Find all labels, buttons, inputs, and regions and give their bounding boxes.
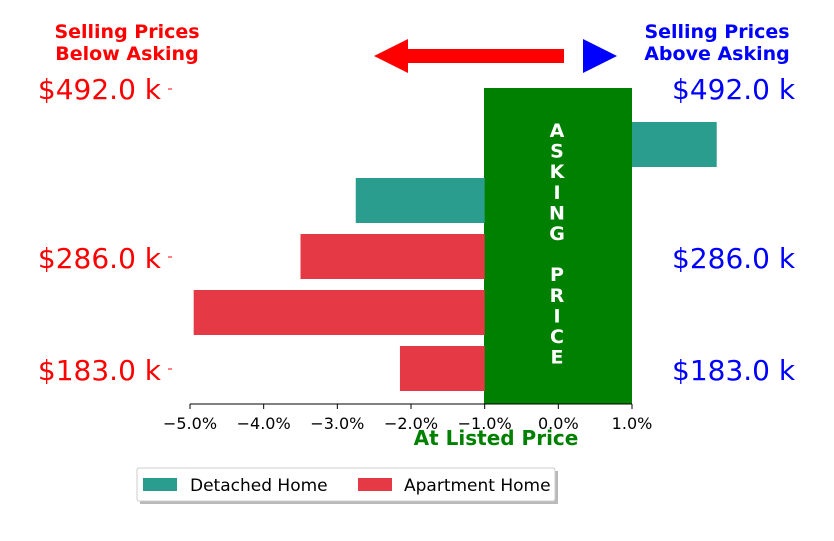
x-tick-label-1: −4.0% bbox=[237, 414, 291, 433]
legend-label-apartment: Apartment Home bbox=[404, 476, 551, 496]
above-asking-title-line1: Selling Prices bbox=[644, 21, 789, 43]
x-tick-label-0: −5.0% bbox=[163, 414, 217, 433]
below-asking-title-line1: Selling Prices bbox=[54, 21, 199, 43]
price-right-low: $183.0 k bbox=[672, 354, 796, 387]
band-letter-7: P bbox=[550, 264, 564, 286]
legend: Detached Home Apartment Home bbox=[136, 467, 558, 504]
bar-apartment-home-2 bbox=[399, 346, 485, 391]
x-tick-label-2: −3.0% bbox=[310, 414, 364, 433]
asking-price-band bbox=[484, 88, 632, 404]
price-right-high: $492.0 k bbox=[672, 73, 796, 106]
band-letter-8: R bbox=[550, 285, 565, 307]
band-letter-4: N bbox=[549, 202, 565, 224]
right-arrow-icon bbox=[583, 39, 617, 73]
x-tick-label-5: 0.0% bbox=[538, 414, 579, 433]
x-ticks: −5.0% −4.0% −3.0% −2.0% −1.0% 0.0% 1.0% bbox=[163, 404, 652, 433]
x-tick-label-6: 1.0% bbox=[612, 414, 653, 433]
bar-apartment-home-0 bbox=[300, 234, 485, 279]
legend-label-detached: Detached Home bbox=[190, 476, 328, 496]
price-left-high: $492.0 k bbox=[38, 73, 162, 106]
band-letter-0: A bbox=[550, 120, 565, 142]
x-axis-label: At Listed Price bbox=[414, 426, 579, 450]
band-letter-9: I bbox=[553, 305, 560, 327]
band-letter-1: S bbox=[550, 141, 564, 163]
legend-swatch-detached bbox=[143, 478, 177, 491]
band-letter-11: E bbox=[551, 347, 564, 369]
legend-swatch-apartment bbox=[358, 478, 392, 491]
price-left-low: $183.0 k bbox=[38, 354, 162, 387]
band-letter-5: G bbox=[549, 223, 565, 245]
below-asking-title-line2: Below Asking bbox=[55, 43, 198, 65]
x-tick-label-4: −1.0% bbox=[458, 414, 512, 433]
x-tick-label-3: −2.0% bbox=[384, 414, 438, 433]
price-right-mid: $286.0 k bbox=[672, 242, 796, 275]
price-left-mid: $286.0 k bbox=[38, 242, 162, 275]
bar-apartment-home-1 bbox=[193, 290, 485, 335]
band-letter-10: C bbox=[550, 326, 564, 348]
band-letter-2: K bbox=[550, 161, 566, 183]
above-asking-title-line2: Above Asking bbox=[644, 43, 790, 65]
left-arrow-icon bbox=[374, 39, 564, 73]
bar-detached-home-1 bbox=[355, 178, 485, 223]
bar-detached-home-0 bbox=[632, 122, 717, 167]
band-letter-3: I bbox=[553, 182, 560, 204]
bars-group bbox=[193, 122, 717, 391]
